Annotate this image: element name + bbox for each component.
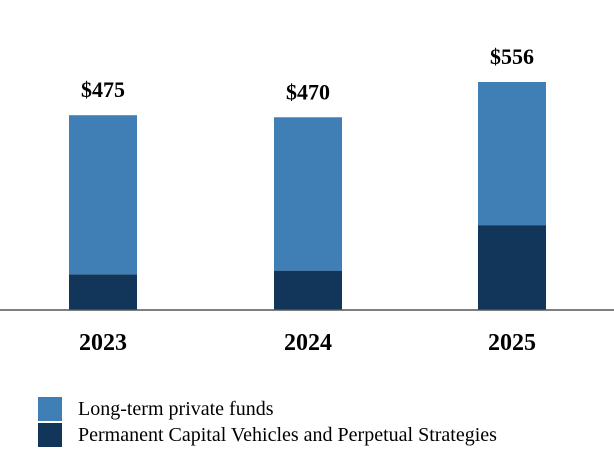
bar-2024-series-0: [274, 270, 342, 310]
x-tick-label-2023: 2023: [79, 330, 127, 356]
total-label-2023: $475: [81, 77, 125, 102]
legend-label-long-term-private-funds: Long-term private funds: [78, 398, 274, 420]
bar-2024-series-1: [274, 117, 342, 271]
bar-2023-series-0: [69, 274, 137, 310]
x-tick-label-2024: 2024: [284, 330, 332, 356]
bar-2025-series-0: [478, 225, 546, 310]
x-tick-label-2025: 2025: [488, 330, 536, 356]
legend: Long-term private funds Permanent Capita…: [38, 396, 608, 448]
total-label-2025: $556: [490, 44, 534, 69]
legend-item-long-term-private-funds: Long-term private funds: [38, 396, 608, 422]
legend-label-permanent-capital: Permanent Capital Vehicles and Perpetual…: [78, 424, 497, 446]
legend-item-permanent-capital: Permanent Capital Vehicles and Perpetual…: [38, 422, 608, 448]
stacked-bar-chart: $475 2023 $470 2024 $556 2025: [0, 44, 614, 356]
legend-swatch-long-term-private-funds: [38, 397, 62, 421]
bar-2023-series-1: [69, 115, 137, 275]
bar-2025-series-1: [478, 82, 546, 226]
legend-swatch-permanent-capital: [38, 423, 62, 447]
total-label-2024: $470: [286, 79, 330, 104]
